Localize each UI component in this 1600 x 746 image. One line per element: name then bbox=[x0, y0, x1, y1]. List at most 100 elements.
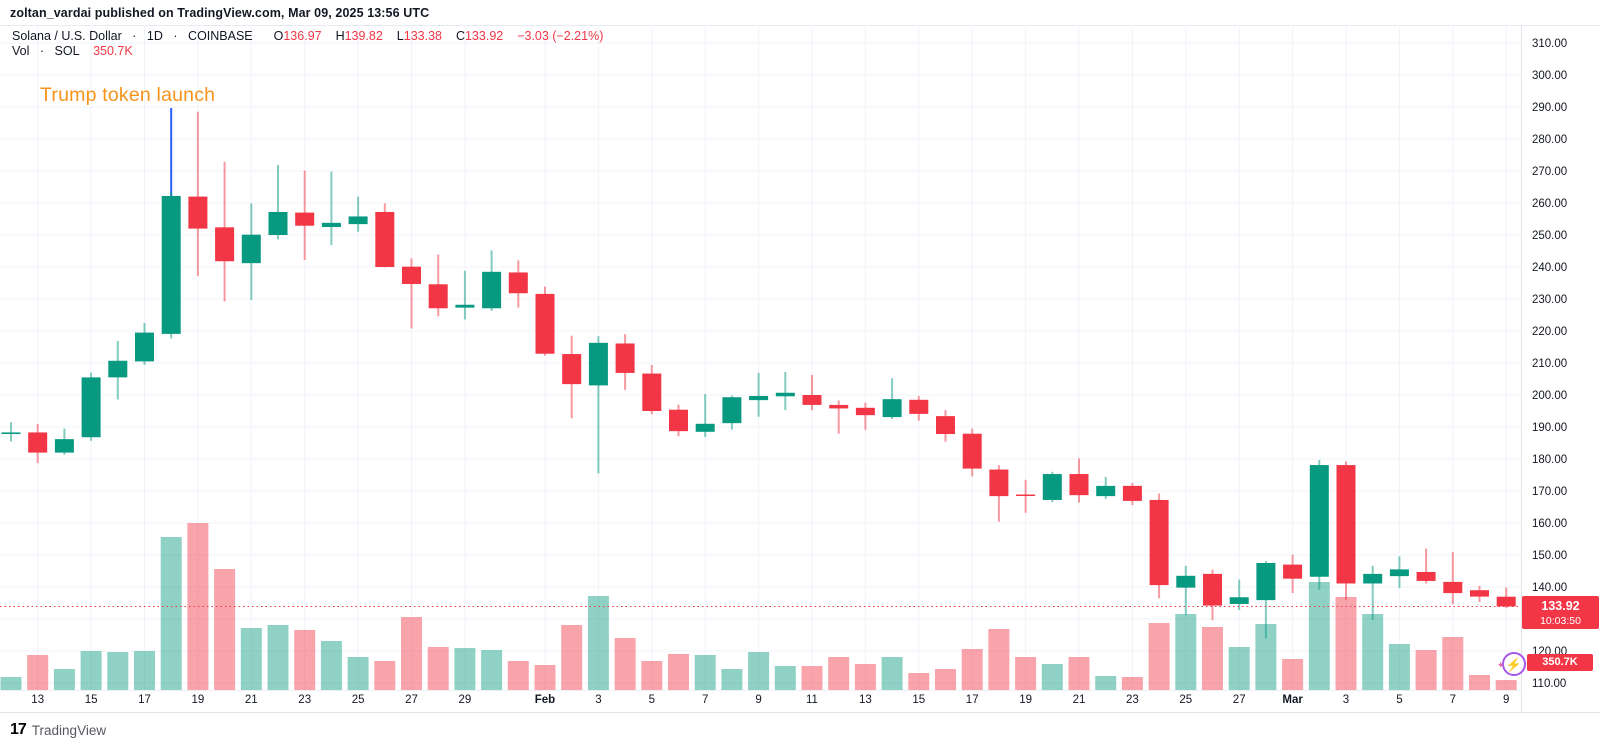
price-axis-label[interactable]: 170.00 bbox=[1532, 486, 1567, 498]
candle-body bbox=[241, 234, 261, 264]
exchange-label: COINBASE bbox=[188, 29, 253, 43]
time-axis-label[interactable]: 3 bbox=[595, 694, 601, 706]
time-axis-label[interactable]: 21 bbox=[1073, 694, 1086, 706]
time-axis-label[interactable]: 27 bbox=[1233, 694, 1246, 706]
volume-bar bbox=[854, 664, 876, 690]
high-value: 139.82 bbox=[344, 29, 383, 43]
candle-body bbox=[882, 399, 902, 418]
time-axis-label[interactable]: 17 bbox=[138, 694, 151, 706]
time-axis-label[interactable]: 7 bbox=[702, 694, 708, 706]
volume-bar bbox=[1175, 614, 1197, 690]
time-axis-label[interactable]: 23 bbox=[298, 694, 311, 706]
volume-bar bbox=[1335, 597, 1357, 690]
volume-bar bbox=[187, 523, 209, 690]
time-axis-label[interactable]: 3 bbox=[1343, 694, 1349, 706]
volume-bar bbox=[240, 628, 262, 690]
last-volume-label: 350.7K bbox=[1527, 654, 1593, 671]
volume-bar bbox=[561, 625, 583, 690]
volume-bar bbox=[1148, 623, 1170, 690]
open-key: O bbox=[273, 29, 284, 43]
vol-key: Vol bbox=[12, 44, 30, 58]
candle-body bbox=[1122, 485, 1142, 501]
price-axis-label[interactable]: 190.00 bbox=[1532, 422, 1567, 434]
close-key: C bbox=[455, 29, 465, 43]
candle-body bbox=[802, 395, 822, 405]
time-axis-label[interactable]: 21 bbox=[245, 694, 258, 706]
volume-bar bbox=[641, 661, 663, 690]
volume-bar bbox=[1095, 676, 1117, 690]
candle-body bbox=[188, 196, 208, 229]
boost-lightning-icon[interactable]: ⚡ ✦ bbox=[1497, 652, 1526, 676]
price-axis-label[interactable]: 270.00 bbox=[1532, 166, 1567, 178]
separator: · bbox=[39, 44, 45, 58]
interval-label: 1D bbox=[146, 29, 163, 43]
time-axis-label[interactable]: 9 bbox=[1503, 694, 1509, 706]
volume-bar bbox=[1202, 627, 1223, 690]
symbol-row[interactable]: Solana / U.S. Dollar · 1D · COINBASE O13… bbox=[12, 29, 603, 43]
candle-body bbox=[295, 212, 315, 226]
time-axis-label[interactable]: 7 bbox=[1450, 694, 1456, 706]
tradingview-logo[interactable]: 17 TradingView bbox=[10, 722, 106, 738]
price-axis-label[interactable]: 150.00 bbox=[1532, 550, 1567, 562]
candle-body bbox=[81, 377, 101, 438]
volume-bar bbox=[1308, 582, 1330, 690]
price-axis-label[interactable]: 140.00 bbox=[1532, 582, 1567, 594]
time-axis-label[interactable]: 15 bbox=[85, 694, 98, 706]
candle-body bbox=[1496, 596, 1516, 607]
time-axis-label[interactable]: 13 bbox=[859, 694, 872, 706]
candle-body bbox=[855, 407, 875, 416]
volume-bar bbox=[1282, 659, 1304, 690]
price-axis-label[interactable]: 250.00 bbox=[1532, 230, 1567, 242]
candle-body bbox=[482, 271, 502, 309]
time-axis-label[interactable]: 27 bbox=[405, 694, 418, 706]
time-axis-label[interactable]: 19 bbox=[192, 694, 205, 706]
volume-bar bbox=[1495, 680, 1517, 690]
time-axis-label[interactable]: 29 bbox=[459, 694, 472, 706]
price-axis-label[interactable]: 290.00 bbox=[1532, 102, 1567, 114]
time-axis-label[interactable]: 9 bbox=[755, 694, 761, 706]
attribution-text: zoltan_vardai published on TradingView.c… bbox=[10, 6, 430, 20]
time-axis-label[interactable]: 17 bbox=[966, 694, 979, 706]
tradingview-logo-text: TradingView bbox=[31, 722, 107, 738]
time-axis-label[interactable]: Feb bbox=[535, 694, 555, 706]
price-axis-label[interactable]: 300.00 bbox=[1532, 70, 1567, 82]
candle-body bbox=[775, 392, 795, 397]
close-value: 133.92 bbox=[464, 29, 504, 43]
separator: · bbox=[132, 29, 137, 43]
price-axis-label[interactable]: 230.00 bbox=[1532, 294, 1567, 306]
time-axis-label[interactable]: 11 bbox=[806, 694, 818, 706]
price-axis-label[interactable]: 110.00 bbox=[1532, 678, 1566, 690]
volume-bar bbox=[454, 648, 476, 690]
price-axis-label[interactable]: 160.00 bbox=[1532, 518, 1567, 530]
volume-bar bbox=[908, 673, 930, 690]
candle-body bbox=[428, 284, 448, 309]
time-axis-label[interactable]: 19 bbox=[1019, 694, 1032, 706]
volume-row[interactable]: Vol · SOL 350.7K bbox=[12, 44, 603, 58]
time-axis-label[interactable]: 5 bbox=[1396, 694, 1402, 706]
time-axis-label[interactable]: 25 bbox=[352, 694, 365, 706]
price-axis-label[interactable]: 260.00 bbox=[1532, 198, 1567, 210]
price-axis-label[interactable]: 240.00 bbox=[1532, 262, 1567, 274]
trump-token-launch-annotation[interactable]: Trump token launch bbox=[40, 84, 216, 106]
candle-body bbox=[909, 399, 929, 414]
volume-bar bbox=[1121, 677, 1143, 690]
time-axis-label[interactable]: Mar bbox=[1282, 694, 1303, 706]
price-axis-label[interactable]: 280.00 bbox=[1532, 134, 1567, 146]
price-axis-label[interactable]: 310.00 bbox=[1532, 38, 1567, 50]
volume-bar bbox=[1362, 614, 1384, 690]
high-key: H bbox=[335, 29, 345, 43]
time-axis-label[interactable]: 13 bbox=[31, 694, 44, 706]
candle-body bbox=[455, 304, 475, 308]
time-axis-label[interactable]: 23 bbox=[1126, 694, 1139, 706]
candle-body bbox=[588, 342, 608, 386]
price-axis-label[interactable]: 210.00 bbox=[1532, 358, 1567, 370]
time-axis-label[interactable]: 5 bbox=[649, 694, 655, 706]
volume-bar bbox=[1415, 650, 1437, 690]
time-axis-label[interactable]: 25 bbox=[1179, 694, 1192, 706]
time-axis-label[interactable]: 15 bbox=[912, 694, 925, 706]
price-axis-label[interactable]: 180.00 bbox=[1532, 454, 1567, 466]
candle-body bbox=[268, 211, 288, 235]
price-axis-label[interactable]: 200.00 bbox=[1532, 390, 1567, 402]
price-axis-label[interactable]: 220.00 bbox=[1532, 326, 1567, 338]
